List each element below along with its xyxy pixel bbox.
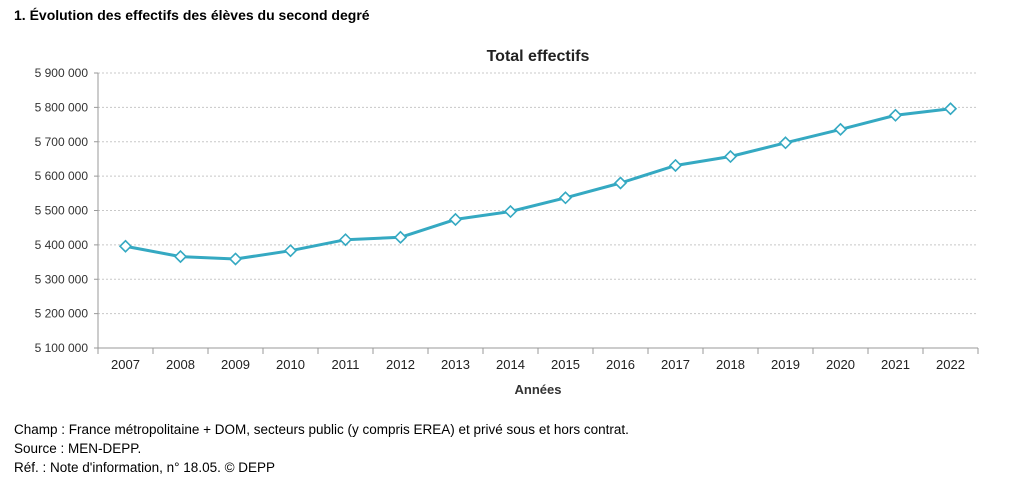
data-point-marker	[283, 244, 298, 258]
data-point-marker	[118, 239, 133, 253]
series-line	[125, 107, 951, 261]
chart-title: Total effectifs	[487, 48, 590, 65]
x-tick-label: 2019	[771, 357, 800, 372]
axes: 5 100 000 5 200 000 5 300 000 5 400 000 5 50…	[35, 66, 979, 372]
note-reference: Réf. : Note d'information, n° 18.05. © D…	[14, 460, 276, 475]
x-tick-label: 2013	[441, 357, 470, 372]
data-point-marker	[448, 212, 463, 227]
x-tick-label: 2021	[881, 357, 910, 372]
y-tick-label: 5 200 000	[35, 307, 89, 321]
data-point-marker	[943, 102, 958, 116]
x-tick-label: 2018	[716, 357, 745, 372]
x-tick-label: 2022	[936, 357, 965, 372]
note-champ: Champ : France métropolitaine + DOM, sec…	[14, 422, 629, 437]
x-tick-label: 2015	[551, 357, 580, 372]
x-tick-label: 2008	[166, 357, 195, 372]
data-point-marker	[228, 252, 243, 266]
y-tick-label: 5 500 000	[35, 204, 89, 218]
x-tick-label: 2014	[496, 357, 525, 372]
data-point-marker	[778, 136, 793, 150]
data-point-marker	[723, 149, 738, 164]
x-tick-label: 2009	[221, 357, 250, 372]
data-point-marker	[503, 204, 518, 219]
x-axis-label: Années	[515, 382, 562, 397]
series-layer	[118, 102, 958, 266]
data-point-marker	[833, 122, 848, 137]
data-point-marker	[888, 108, 903, 122]
data-point-marker	[393, 230, 408, 244]
figure-title: 1. Évolution des effectifs des élèves du…	[14, 7, 370, 23]
x-tick-label: 2017	[661, 357, 690, 372]
y-tick-label: 5 900 000	[35, 66, 89, 80]
x-tick-label: 2011	[332, 357, 360, 372]
y-tick-label: 5 300 000	[35, 272, 89, 286]
y-tick-label: 5 700 000	[35, 135, 89, 149]
data-point-marker	[338, 233, 353, 247]
y-tick-label: 5 400 000	[35, 238, 89, 252]
x-tick-label: 2012	[386, 357, 415, 372]
line-chart: Total effectifs 5 100 000 5 200 000 5 300 …	[35, 48, 979, 397]
figure-notes: Champ : France métropolitaine + DOM, sec…	[14, 420, 629, 477]
data-point-marker	[668, 158, 683, 173]
y-tick-label: 5 100 000	[35, 341, 89, 355]
x-tick-label: 2007	[111, 357, 140, 372]
data-point-marker	[173, 249, 188, 264]
x-tick-label: 2016	[606, 357, 635, 372]
x-tick-label: 2010	[276, 357, 305, 372]
x-tick-label: 2020	[826, 357, 855, 372]
y-tick-label: 5 800 000	[35, 100, 89, 114]
grid-lines	[98, 72, 978, 315]
note-source: Source : MEN-DEPP.	[14, 441, 142, 456]
data-point-marker	[558, 191, 573, 205]
y-tick-label: 5 600 000	[35, 169, 89, 183]
data-point-marker	[613, 176, 628, 190]
